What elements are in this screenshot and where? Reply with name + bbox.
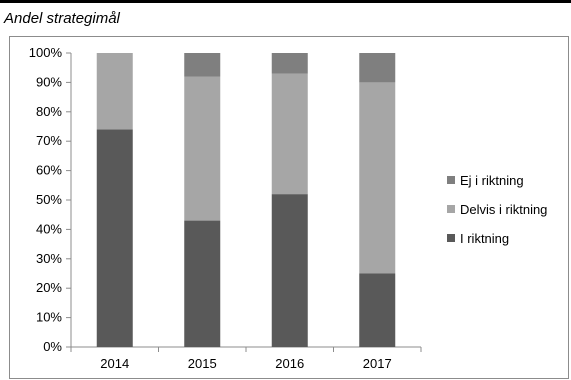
bar-ej-i-riktning-2017 [359,53,396,83]
x-tick-label: 2014 [100,356,129,371]
legend-label: Ej i riktning [460,173,524,188]
bar-delvis-i-riktning-2016 [271,73,308,195]
y-tick-label: 80% [36,104,62,119]
x-tick-label: 2016 [275,356,304,371]
y-tick-label: 10% [36,310,62,325]
y-tick-label: 30% [36,251,62,266]
bar-i-riktning-2017 [359,273,396,347]
y-tick-label: 20% [36,280,62,295]
legend-swatch [447,234,455,242]
bar-delvis-i-riktning-2017 [359,82,396,274]
bar-delvis-i-riktning-2014 [96,53,133,130]
legend-swatch [447,205,455,213]
y-tick-label: 90% [36,74,62,89]
y-tick-label: 100% [29,45,63,60]
y-tick-label: 0% [43,339,62,354]
y-tick-label: 40% [36,221,62,236]
bar-i-riktning-2015 [184,220,221,347]
chart-title: Andel strategimål [4,10,120,27]
y-tick-label: 60% [36,163,62,178]
bar-ej-i-riktning-2015 [184,53,221,77]
y-tick-label: 50% [36,192,62,207]
legend-label: Delvis i riktning [460,202,547,217]
bar-i-riktning-2014 [96,129,133,347]
bar-i-riktning-2016 [271,194,308,347]
bar-ej-i-riktning-2016 [271,53,308,74]
top-border [0,0,571,3]
x-tick-label: 2017 [363,356,392,371]
legend-swatch [447,176,455,184]
legend-label: I riktning [460,231,509,246]
bar-delvis-i-riktning-2015 [184,76,221,221]
y-tick-label: 70% [36,133,62,148]
x-tick-label: 2015 [188,356,217,371]
